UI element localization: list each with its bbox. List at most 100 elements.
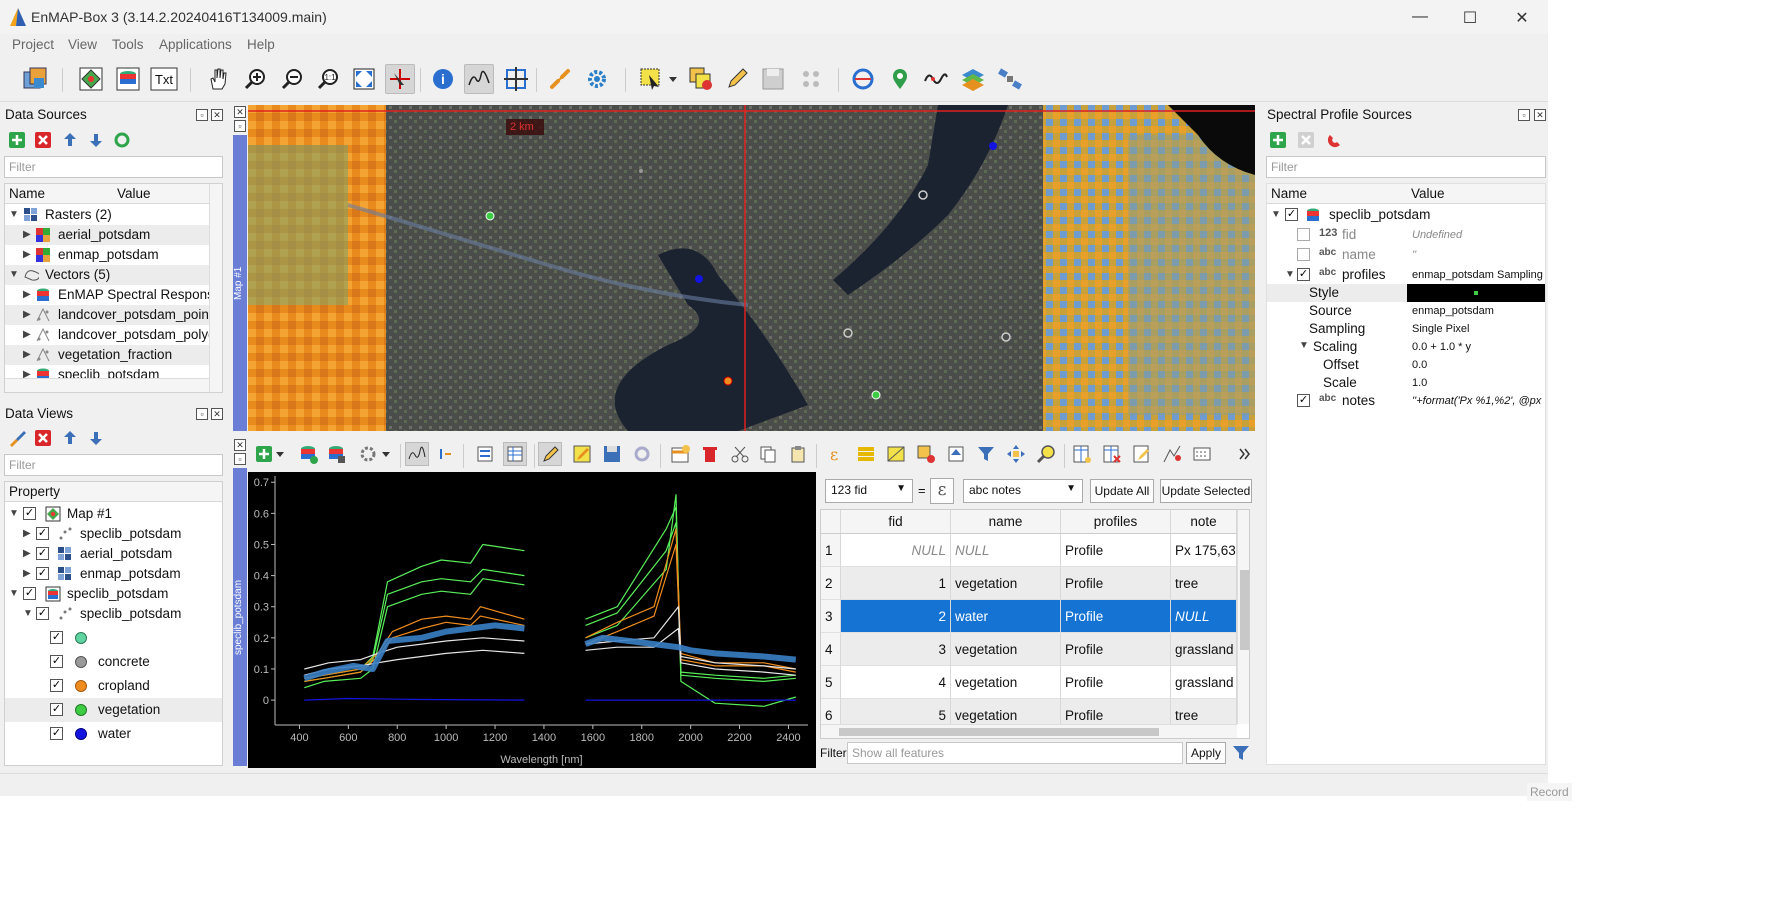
menu-view[interactable]: View [68, 37, 98, 52]
speclib-view-icon[interactable] [113, 64, 143, 94]
update-selected-button[interactable]: Update Selected [1160, 479, 1252, 503]
vertices-icon[interactable] [796, 64, 826, 94]
paste-icon[interactable] [786, 442, 810, 466]
table-horizontal-scrollbar[interactable] [821, 724, 1237, 738]
form-view-icon[interactable] [473, 442, 497, 466]
source-root[interactable]: ▼ ✓ speclib_potsdam [1271, 207, 1431, 222]
move-selection-top-icon[interactable] [944, 442, 968, 466]
map-canvas[interactable]: 2 km [248, 105, 1255, 431]
float-panel-icon[interactable]: ▫ [196, 408, 208, 420]
col-name-header[interactable]: Name [1267, 184, 1407, 204]
field-profiles[interactable]: ▼ ✓ abc profiles enmap_potsdam Sampling [1285, 267, 1543, 282]
satellite-icon[interactable] [995, 64, 1025, 94]
profile-settings-icon[interactable] [434, 442, 458, 466]
move-to-center-icon[interactable] [501, 64, 531, 94]
style-swatch[interactable] [1407, 284, 1545, 302]
new-field-icon[interactable] [1070, 442, 1094, 466]
deselect-all-icon[interactable] [914, 442, 938, 466]
save-edits-icon[interactable] [600, 442, 624, 466]
more-tools-icon[interactable] [1233, 442, 1257, 466]
refresh-icon[interactable] [113, 131, 131, 149]
float-map-icon[interactable]: ▫ [234, 120, 246, 132]
zoom-native-icon[interactable]: 1:1 [313, 64, 343, 94]
field-calculator-icon[interactable] [1130, 442, 1154, 466]
tree-item-vegetation-fraction[interactable]: ▶ vegetation_fraction [5, 345, 209, 365]
add-profile-icon[interactable] [252, 442, 276, 466]
processing-icon[interactable] [848, 64, 878, 94]
value-select[interactable]: abc notes ▼ [963, 479, 1083, 503]
reload-icon[interactable] [630, 442, 654, 466]
pan-icon[interactable] [203, 64, 233, 94]
apply-button[interactable]: Apply [1186, 742, 1226, 764]
table-vertical-scrollbar[interactable] [1237, 510, 1249, 724]
close-speclib-icon[interactable]: ✕ [234, 439, 246, 451]
prop-style[interactable]: Style [1267, 284, 1545, 302]
tree-item-enmap[interactable]: ▶ enmap_potsdam [23, 247, 159, 262]
tree-item-aerial[interactable]: ▶ aerial_potsdam [5, 225, 209, 245]
multi-edit-icon[interactable] [570, 442, 594, 466]
speclib-tab[interactable]: speclib_potsdam [233, 468, 247, 766]
pan-to-selection-icon[interactable] [1004, 442, 1028, 466]
data-views-filter[interactable]: Filter [4, 454, 223, 476]
zoom-full-icon[interactable] [349, 64, 379, 94]
remove-source-icon[interactable] [1297, 131, 1315, 149]
menu-help[interactable]: Help [247, 37, 275, 52]
add-feature-icon[interactable] [668, 442, 692, 466]
tree-item-spectral-response[interactable]: ▶ EnMAP Spectral Response [23, 287, 222, 302]
feature-filter-input[interactable]: Show all features [847, 742, 1183, 764]
text-view-icon[interactable]: Txt [149, 64, 179, 94]
menu-applications[interactable]: Applications [159, 37, 232, 52]
col-value-header[interactable]: Value [1407, 184, 1545, 204]
add-source-icon[interactable] [8, 131, 26, 149]
data-sources-filter[interactable]: Filter [4, 156, 223, 178]
prop-source[interactable]: Source enmap_potsdam [1309, 303, 1494, 318]
map-tab[interactable]: Map #1 [233, 135, 247, 431]
link-icon[interactable] [545, 64, 575, 94]
minimize-button[interactable]: — [1412, 8, 1428, 25]
header-fid[interactable]: fid [841, 510, 951, 534]
invert-selection-icon[interactable] [884, 442, 908, 466]
remove-view-icon[interactable] [34, 429, 52, 447]
class-row-cropland[interactable]: ✓ cropland [50, 678, 150, 693]
class-row-water[interactable]: ✓ water [50, 726, 132, 741]
processing-dropdown-icon[interactable] [380, 442, 392, 466]
remove-source-icon[interactable] [34, 131, 52, 149]
expand-icon[interactable] [87, 429, 105, 447]
tree-item-landcover-point[interactable]: ▶ landcover_potsdam_point [5, 305, 213, 325]
spectral-plot[interactable]: 0 0.1 0.2 0.3 0.4 0.5 0.6 0.7 400 600 800 1000 1200 1… [234, 472, 816, 768]
horizontal-scrollbar[interactable] [5, 378, 209, 392]
copy-icon[interactable] [756, 442, 780, 466]
prop-sampling[interactable]: Sampling Single Pixel [1309, 321, 1470, 336]
expression-button[interactable]: ε [930, 478, 954, 504]
expand-icon[interactable] [87, 131, 105, 149]
zoom-in-icon[interactable] [240, 64, 270, 94]
float-speclib-icon[interactable]: ▫ [234, 453, 246, 465]
prop-scale[interactable]: Scale 1.0 [1323, 375, 1428, 390]
zoom-to-selection-icon[interactable] [1034, 442, 1058, 466]
close-panel-icon[interactable]: ✕ [211, 408, 223, 420]
class-row-unnamed[interactable]: ✓ [5, 626, 222, 650]
header-name[interactable]: name [951, 510, 1061, 534]
close-button[interactable]: ✕ [1515, 10, 1529, 27]
add-source-icon[interactable] [1269, 131, 1287, 149]
layers-icon[interactable] [958, 64, 988, 94]
col-name-header[interactable]: Name [5, 184, 113, 204]
brush-icon[interactable] [8, 429, 26, 447]
spectral-plot-svg[interactable]: 0 0.1 0.2 0.3 0.4 0.5 0.6 0.7 400 600 800 1000 1200 1… [234, 472, 816, 768]
prop-offset[interactable]: Offset 0.0 [1323, 357, 1428, 372]
tree-map1[interactable]: ▼ ✓ Map #1 [9, 506, 113, 522]
field-notes[interactable]: ✓ abc notes ''+format('Px %1,%2', @px [1297, 393, 1542, 408]
tree-vectors[interactable]: ▼ Vectors (5) [5, 265, 209, 285]
actions-icon[interactable] [1190, 442, 1214, 466]
select-dropdown-icon[interactable] [665, 64, 681, 94]
col-value-header[interactable]: Value [113, 184, 209, 204]
toggle-editing-icon[interactable] [538, 442, 562, 466]
add-speclib-icon[interactable] [296, 442, 320, 466]
float-panel-icon[interactable]: ▫ [196, 109, 208, 121]
field-name[interactable]: abc name '' [1267, 245, 1545, 265]
header-notes[interactable]: note [1171, 510, 1237, 534]
maximize-button[interactable]: ☐ [1462, 10, 1478, 27]
profile-line-icon[interactable] [921, 64, 951, 94]
update-all-button[interactable]: Update All [1090, 479, 1154, 503]
menu-tools[interactable]: Tools [112, 37, 144, 52]
